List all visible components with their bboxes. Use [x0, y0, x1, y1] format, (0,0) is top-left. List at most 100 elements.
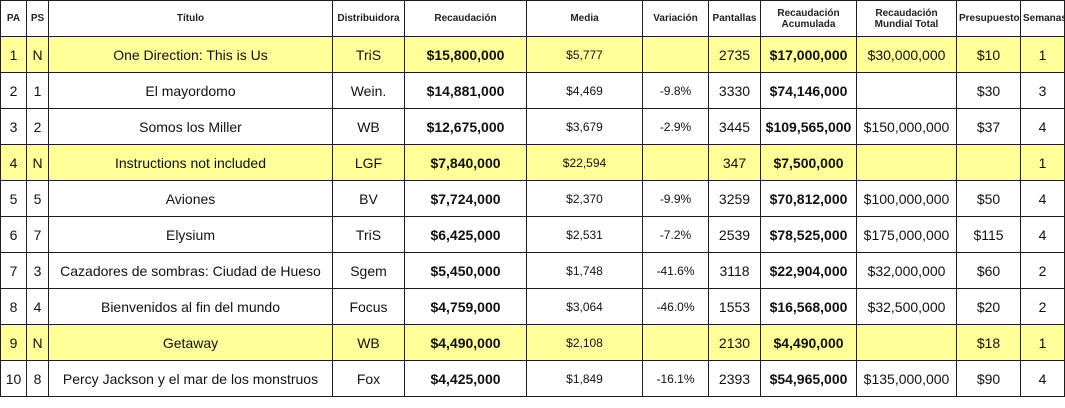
cell-pa: 4 [0, 144, 27, 181]
cell-title: Cazadores de sombras: Ciudad de Hueso [48, 252, 333, 289]
cell-screens: 347 [708, 144, 761, 181]
cell-title: Getaway [48, 324, 333, 361]
header-gross: Recaudación [404, 0, 527, 37]
table-row: 7 3 Cazadores de sombras: Ciudad de Hueso S… [0, 252, 1065, 289]
cell-distributor: Wein. [332, 72, 405, 109]
cell-cumulative: $74,146,000 [760, 72, 857, 109]
cell-screens: 3445 [708, 108, 761, 145]
header-screens: Pantallas [708, 0, 761, 37]
table-body: 1 N One Direction: This is Us TriS $15,800,0… [0, 36, 1065, 397]
cell-cumulative: $109,565,000 [760, 108, 857, 145]
header-worldwide: Recaudación Mundial Total [856, 0, 957, 37]
cell-distributor: WB [332, 324, 405, 361]
cell-weeks: 4 [1020, 216, 1065, 253]
cell-change [642, 324, 709, 361]
cell-change: -16.1% [642, 360, 709, 397]
header-cumulative: Recaudación Acumulada [760, 0, 857, 37]
cell-weeks: 4 [1020, 360, 1065, 397]
cell-worldwide: $32,000,000 [856, 252, 957, 289]
cell-weeks: 2 [1020, 288, 1065, 325]
table-row: 3 2 Somos los Miller WB $12,675,000 $3,679 -2.… [0, 108, 1065, 145]
cell-title: El mayordomo [48, 72, 333, 109]
cell-ps: 2 [26, 108, 49, 145]
cell-budget: $20 [956, 288, 1021, 325]
cell-distributor: Sgem [332, 252, 405, 289]
header-ps: PS [26, 0, 49, 37]
cell-distributor: Fox [332, 360, 405, 397]
box-office-table: PA PS Título Distribuidora Recaudación M… [0, 0, 1065, 397]
cell-change: -2.9% [642, 108, 709, 145]
cell-pa: 10 [0, 360, 27, 397]
cell-worldwide [856, 144, 957, 181]
cell-gross: $7,840,000 [404, 144, 527, 181]
header-distributor: Distribuidora [332, 0, 405, 37]
cell-gross: $15,800,000 [404, 36, 527, 73]
cell-budget: $30 [956, 72, 1021, 109]
cell-ps: 5 [26, 180, 49, 217]
cell-distributor: WB [332, 108, 405, 145]
cell-pa: 8 [0, 288, 27, 325]
cell-pa: 5 [0, 180, 27, 217]
cell-budget: $50 [956, 180, 1021, 217]
cell-budget: $60 [956, 252, 1021, 289]
cell-gross: $6,425,000 [404, 216, 527, 253]
cell-gross: $7,724,000 [404, 180, 527, 217]
table-row: 1 N One Direction: This is Us TriS $15,800,0… [0, 36, 1065, 73]
cell-distributor: BV [332, 180, 405, 217]
cell-cumulative: $4,490,000 [760, 324, 857, 361]
cell-gross: $14,881,000 [404, 72, 527, 109]
cell-worldwide: $32,500,000 [856, 288, 957, 325]
cell-distributor: TriS [332, 216, 405, 253]
cell-cumulative: $22,904,000 [760, 252, 857, 289]
cell-title: Instructions not included [48, 144, 333, 181]
cell-change: -7.2% [642, 216, 709, 253]
cell-distributor: LGF [332, 144, 405, 181]
header-title: Título [48, 0, 333, 37]
cell-ps: N [26, 144, 49, 181]
cell-weeks: 1 [1020, 324, 1065, 361]
cell-budget: $90 [956, 360, 1021, 397]
cell-worldwide: $100,000,000 [856, 180, 957, 217]
cell-weeks: 1 [1020, 144, 1065, 181]
cell-worldwide [856, 72, 957, 109]
cell-cumulative: $7,500,000 [760, 144, 857, 181]
cell-title: One Direction: This is Us [48, 36, 333, 73]
cell-ps: 1 [26, 72, 49, 109]
cell-average: $2,108 [526, 324, 643, 361]
cell-screens: 2393 [708, 360, 761, 397]
cell-gross: $5,450,000 [404, 252, 527, 289]
header-row: PA PS Título Distribuidora Recaudación M… [0, 0, 1065, 37]
cell-budget: $115 [956, 216, 1021, 253]
cell-budget: $10 [956, 36, 1021, 73]
table-row: 10 8 Percy Jackson y el mar de los monstru… [0, 360, 1065, 397]
table-row: 5 5 Aviones BV $7,724,000 $2,370 -9.9% 3259 $70,… [0, 180, 1065, 217]
cell-weeks: 1 [1020, 36, 1065, 73]
cell-ps: 7 [26, 216, 49, 253]
header-budget: Presupuesto [956, 0, 1021, 37]
cell-gross: $12,675,000 [404, 108, 527, 145]
cell-worldwide: $175,000,000 [856, 216, 957, 253]
table-row: 6 7 Elysium TriS $6,425,000 $2,531 -7.2% 2539 $7… [0, 216, 1065, 253]
cell-cumulative: $54,965,000 [760, 360, 857, 397]
cell-screens: 1553 [708, 288, 761, 325]
cell-average: $2,370 [526, 180, 643, 217]
cell-screens: 2735 [708, 36, 761, 73]
cell-title: Bienvenidos al fin del mundo [48, 288, 333, 325]
cell-average: $4,469 [526, 72, 643, 109]
cell-change: -46.0% [642, 288, 709, 325]
cell-change: -9.9% [642, 180, 709, 217]
header-pa: PA [0, 0, 27, 37]
cell-screens: 3330 [708, 72, 761, 109]
cell-budget [956, 144, 1021, 181]
cell-average: $3,064 [526, 288, 643, 325]
cell-title: Elysium [48, 216, 333, 253]
cell-worldwide [856, 324, 957, 361]
header-change: Variación [642, 0, 709, 37]
header-average: Media [526, 0, 643, 37]
cell-cumulative: $17,000,000 [760, 36, 857, 73]
cell-title: Somos los Miller [48, 108, 333, 145]
cell-change [642, 36, 709, 73]
cell-cumulative: $16,568,000 [760, 288, 857, 325]
table-row: 9 N Getaway WB $4,490,000 $2,108 2130 $4,490,00… [0, 324, 1065, 361]
cell-weeks: 4 [1020, 180, 1065, 217]
